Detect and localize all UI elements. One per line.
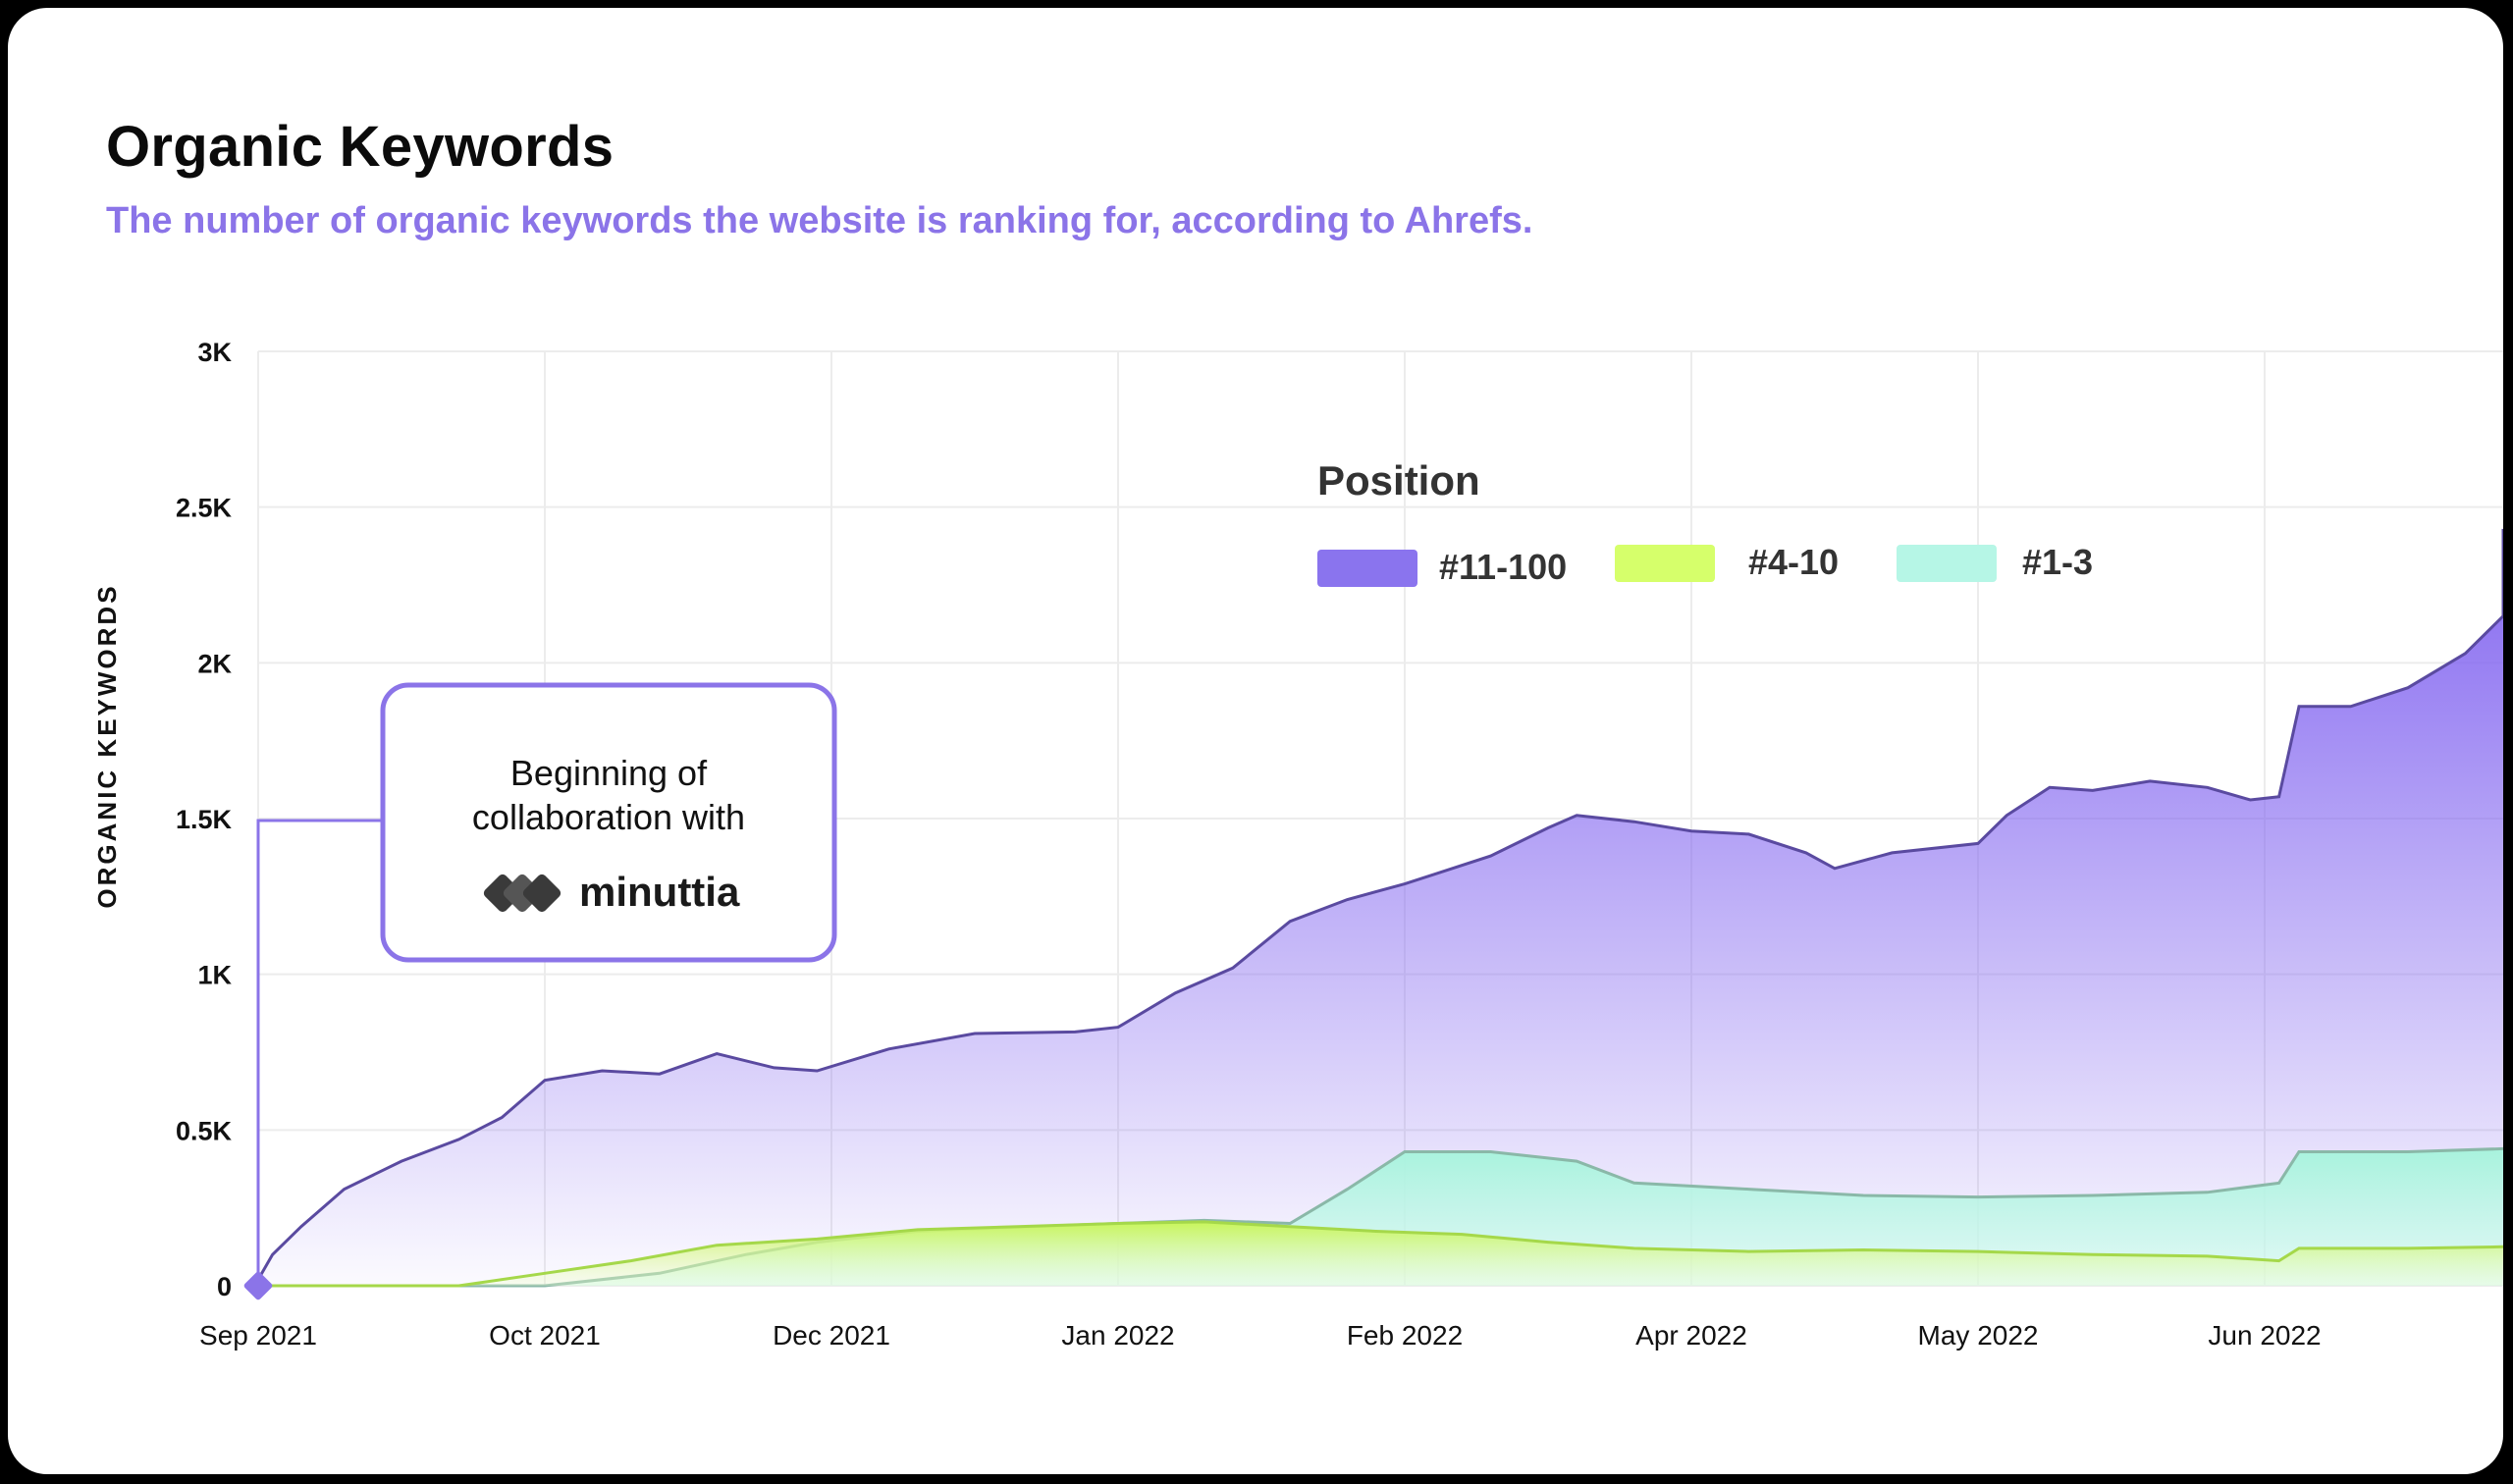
series-area-11-100-line [256,528,2503,1281]
legend: Position #11-100 #4-10 #1-3 [1317,457,2093,587]
x-tick-label: Jun 2022 [2208,1320,2321,1351]
y-tick-label: 1K [197,961,232,990]
y-tick-label: 2.5K [176,494,233,523]
legend-swatch-1-3 [1897,545,1997,582]
x-tick-label: Jan 2022 [1061,1320,1174,1351]
page-title: Organic Keywords [106,115,615,179]
series-area-4-10 [258,1221,2503,1286]
series-area-4-10-line [258,1220,2503,1288]
y-tick-label: 1.5K [176,805,233,834]
collaboration-annotation: Beginning of collaboration with minuttia [243,682,837,1300]
x-tick-label: Feb 2022 [1347,1320,1463,1351]
legend-label-4-10: #4-10 [1748,542,1839,582]
y-tick-label: 3K [197,338,232,367]
legend-label-1-3: #1-3 [2022,542,2093,582]
legend-label-11-100: #11-100 [1439,547,1567,587]
x-tick-label: Sep 2021 [199,1320,317,1351]
start-marker [243,1271,273,1300]
series-area-11-100 [258,528,2503,1286]
annotation-line-1: Beginning of [510,753,708,793]
organic-keywords-chart: 0 0.5K 1K 1.5K 2K 2.5K 3K ORGANIC KEYWORDS Sep… [92,338,2503,1351]
x-axis: Sep 2021 Oct 2021 Dec 2021 Jan 2022 Feb 2022… [199,1320,2322,1351]
minuttia-logo-icon [483,874,561,913]
y-axis-title: ORGANIC KEYWORDS [92,583,122,908]
x-tick-label: Dec 2021 [773,1320,890,1351]
minuttia-wordmark: minuttia [579,869,740,915]
series-areas [256,528,2503,1288]
annotation-line-2: collaboration with [472,797,745,837]
y-tick-label: 2K [197,649,232,678]
x-tick-label: Apr 2022 [1635,1320,1747,1351]
legend-swatch-4-10 [1615,545,1715,582]
x-tick-label: May 2022 [1918,1320,2039,1351]
y-axis: 0 0.5K 1K 1.5K 2K 2.5K 3K [176,338,233,1301]
annotation-connector [256,819,381,1286]
y-tick-label: 0 [217,1272,232,1301]
x-tick-label: Oct 2021 [489,1320,601,1351]
legend-swatch-11-100 [1317,550,1417,587]
y-tick-label: 0.5K [176,1116,233,1145]
chart-card: Organic Keywords The number of organic k… [8,8,2503,1474]
legend-title: Position [1317,457,1480,504]
page-subtitle: The number of organic keywords the websi… [106,200,1533,241]
